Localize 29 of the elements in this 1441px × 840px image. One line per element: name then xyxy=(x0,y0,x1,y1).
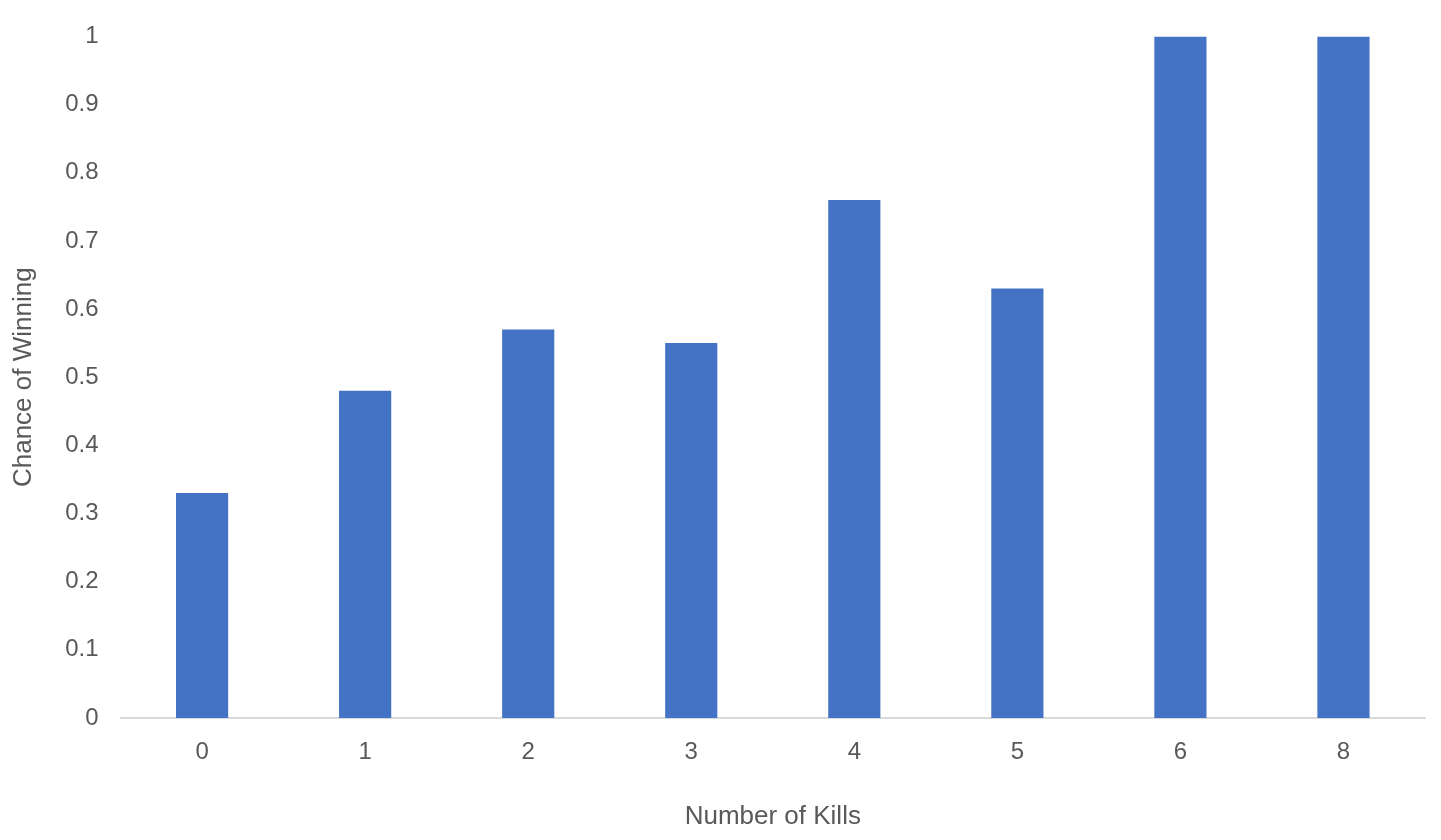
bar xyxy=(176,493,229,718)
bar xyxy=(1317,36,1370,718)
x-tick-label: 2 xyxy=(521,737,535,765)
y-tick-label: 0.2 xyxy=(65,566,99,594)
y-tick-label: 0.8 xyxy=(65,157,99,185)
y-tick-label: 0.5 xyxy=(65,361,99,389)
y-tick-label: 0.9 xyxy=(65,89,99,117)
x-tick-label: 0 xyxy=(195,737,209,765)
x-tick-label: 3 xyxy=(684,737,698,765)
x-axis-title: Number of Kills xyxy=(684,799,861,830)
y-tick-label: 0.6 xyxy=(65,293,99,321)
y-tick-label: 0.1 xyxy=(65,634,99,662)
y-tick-label: 0 xyxy=(85,702,99,730)
bar xyxy=(1154,36,1207,718)
y-axis-title: Chance of Winning xyxy=(6,267,37,488)
y-tick-label: 1 xyxy=(85,21,99,49)
bar xyxy=(991,288,1044,718)
x-tick-label: 8 xyxy=(1336,737,1351,765)
x-tick-label: 1 xyxy=(358,737,372,765)
bar xyxy=(665,343,718,718)
y-tick-label: 0.4 xyxy=(65,429,99,457)
bar xyxy=(502,329,555,718)
bar xyxy=(339,390,392,718)
bar xyxy=(828,199,881,718)
x-tick-label: 4 xyxy=(847,737,861,765)
y-tick-label: 0.7 xyxy=(65,225,99,253)
x-tick-label: 6 xyxy=(1173,737,1188,765)
y-tick-label: 0.3 xyxy=(65,498,99,526)
x-tick-label: 5 xyxy=(1010,737,1025,765)
